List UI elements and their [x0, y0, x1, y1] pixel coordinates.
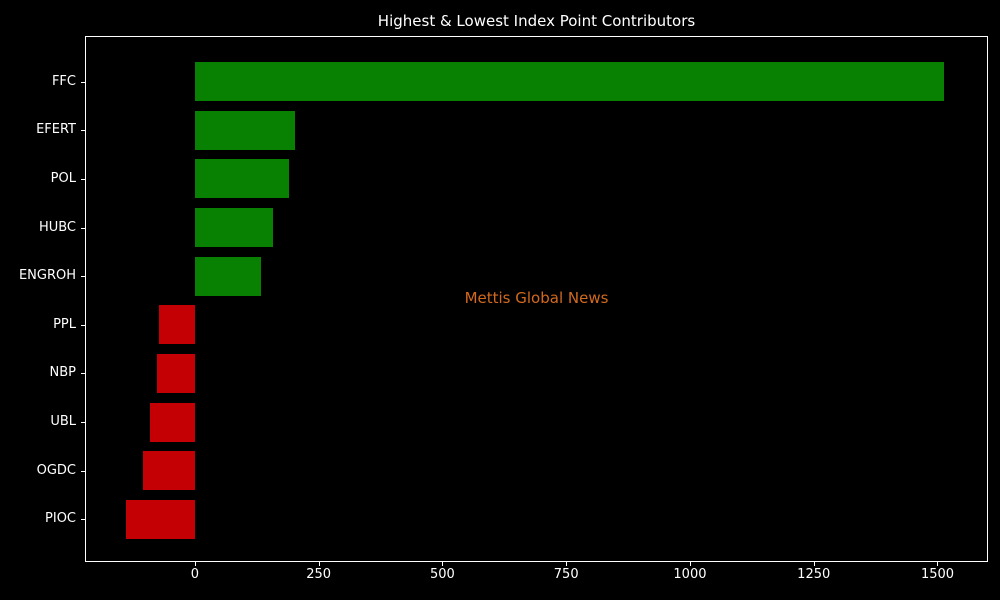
y-tick-label-PPL: PPL	[53, 316, 76, 332]
watermark-text: Mettis Global News	[464, 289, 609, 307]
bar-HUBC	[194, 208, 274, 248]
x-tick-label-250: 250	[306, 567, 332, 582]
bar-POL	[194, 159, 290, 199]
x-tick-label-1250: 1250	[797, 567, 831, 582]
y-tick-label-UBL: UBL	[50, 414, 76, 430]
x-tick-label-750: 750	[553, 567, 579, 582]
x-tick-label-1500: 1500	[920, 567, 955, 582]
y-tick-mark	[81, 324, 85, 326]
y-tick-mark	[81, 276, 85, 278]
x-tick-label-500: 500	[430, 567, 455, 582]
x-tick-mark	[442, 562, 444, 566]
x-tick-mark	[813, 562, 815, 566]
bar-ENGROH	[194, 256, 261, 296]
y-tick-label-HUBC: HUBC	[38, 219, 76, 235]
x-tick-mark	[194, 562, 196, 566]
x-tick-mark	[937, 562, 939, 566]
y-tick-mark	[81, 519, 85, 521]
y-tick-mark	[81, 178, 85, 180]
y-tick-label-OGDC: OGDC	[36, 462, 76, 478]
plot-area	[85, 36, 988, 562]
y-tick-mark	[81, 422, 85, 424]
y-tick-mark	[81, 81, 85, 83]
bar-FFC	[194, 62, 945, 102]
bar-NBP	[156, 353, 195, 393]
y-tick-label-EFERT: EFERT	[36, 122, 76, 138]
y-tick-label-PIOC: PIOC	[45, 511, 76, 527]
y-tick-mark	[81, 470, 85, 472]
y-tick-label-POL: POL	[50, 170, 76, 186]
x-tick-mark	[566, 562, 568, 566]
bar-UBL	[149, 402, 195, 442]
bar-EFERT	[194, 110, 296, 150]
chart-title: Highest & Lowest Index Point Contributor…	[377, 12, 696, 30]
y-tick-label-NBP: NBP	[49, 365, 76, 381]
y-tick-label-ENGROH: ENGROH	[18, 268, 76, 284]
y-tick-label-FFC: FFC	[51, 73, 76, 89]
y-tick-mark	[81, 227, 85, 229]
x-tick-label-1000: 1000	[673, 567, 707, 582]
x-tick-mark	[689, 562, 691, 566]
bar-PPL	[158, 305, 195, 345]
bar-PIOC	[126, 499, 195, 539]
bar-OGDC	[143, 451, 195, 491]
y-tick-mark	[81, 373, 85, 375]
x-tick-mark	[318, 562, 320, 566]
y-tick-mark	[81, 130, 85, 132]
x-tick-label-0: 0	[190, 567, 200, 582]
